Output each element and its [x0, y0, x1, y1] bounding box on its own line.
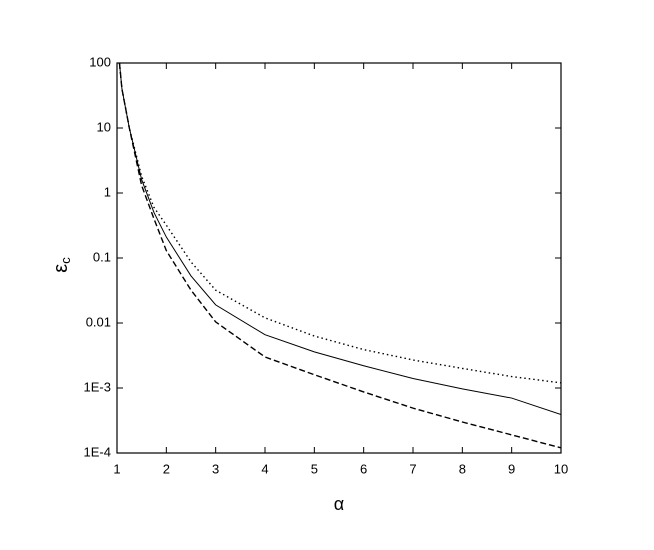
series-line	[118, 63, 561, 416]
x-tick-label: 2	[163, 461, 170, 476]
y-axis-label: εc	[50, 257, 73, 273]
x-tick-label: 1	[113, 461, 120, 476]
x-tick-label: 7	[409, 461, 416, 476]
x-tick-label: 9	[508, 461, 515, 476]
x-tick-label: 8	[459, 461, 466, 476]
y-tick-label: 0.01	[86, 314, 111, 329]
y-label-symbol: ε	[50, 264, 72, 273]
x-tick-label: 4	[261, 461, 268, 476]
x-tick-label: 6	[360, 461, 367, 476]
x-tick-label: 10	[554, 461, 568, 476]
y-tick-label: 100	[89, 54, 111, 69]
series-line	[118, 63, 561, 449]
x-tick-label: 3	[212, 461, 219, 476]
y-tick-label: 1E-3	[84, 379, 111, 394]
y-tick-label: 1E-4	[84, 444, 111, 459]
y-tick-label: 1	[104, 184, 111, 199]
y-label-subscript: c	[58, 257, 73, 264]
y-tick-label: 10	[97, 119, 111, 134]
x-tick-label: 5	[311, 461, 318, 476]
y-tick-label: 0.1	[93, 249, 111, 264]
series-line	[118, 63, 561, 384]
x-axis-label: α	[334, 494, 344, 514]
